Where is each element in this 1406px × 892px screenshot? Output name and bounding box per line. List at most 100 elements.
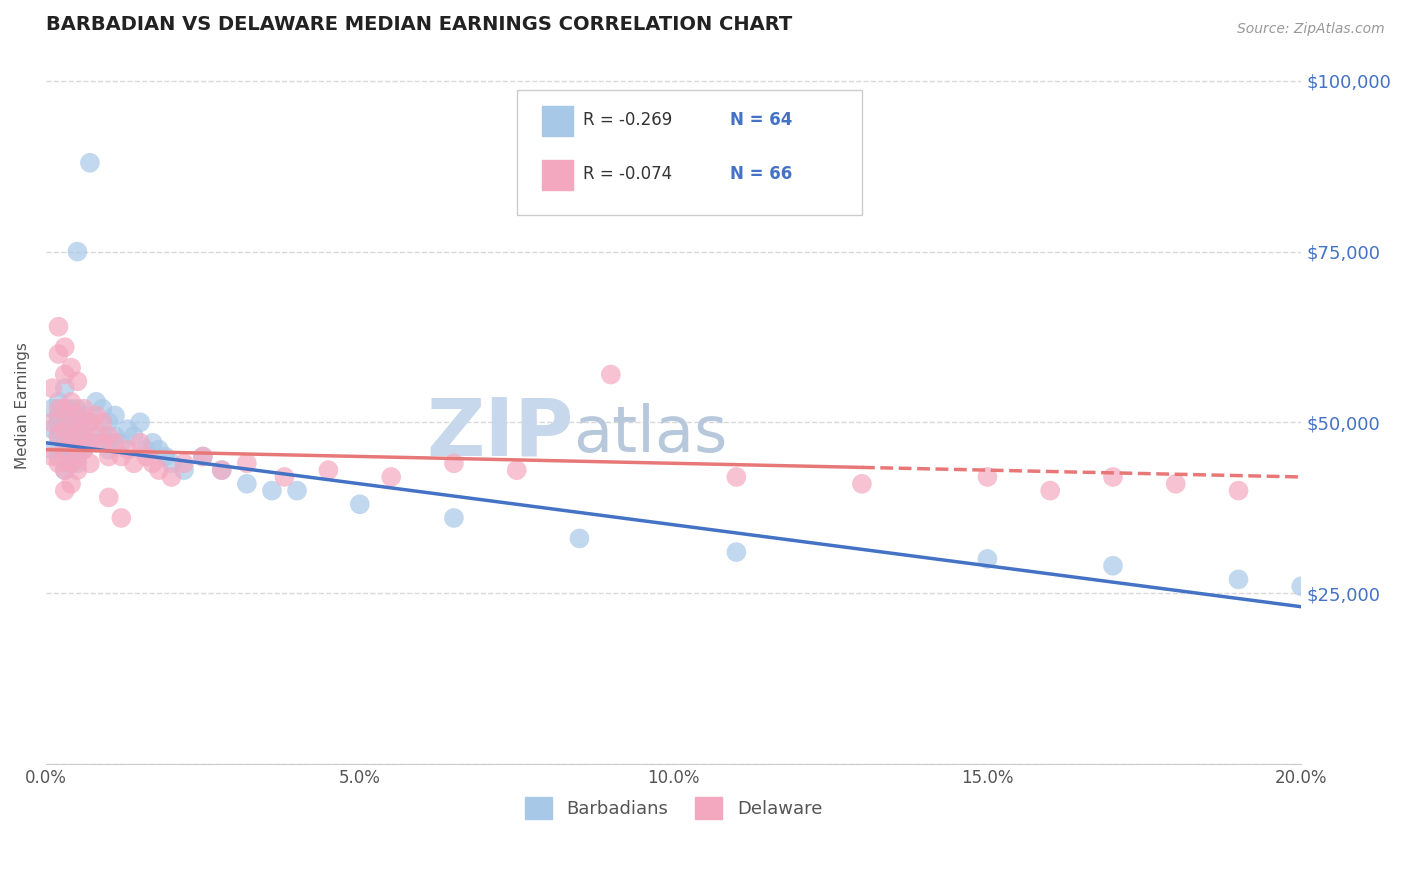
Point xyxy=(173,463,195,477)
Point xyxy=(60,435,83,450)
Point xyxy=(66,429,89,443)
Legend: Barbadians, Delaware: Barbadians, Delaware xyxy=(517,790,830,827)
Point xyxy=(66,456,89,470)
Point xyxy=(160,456,183,470)
Point xyxy=(506,463,529,477)
Point xyxy=(66,401,89,416)
Point xyxy=(53,422,76,436)
Bar xyxy=(541,106,574,136)
Point xyxy=(41,450,63,464)
Point xyxy=(72,429,94,443)
Point xyxy=(110,450,132,464)
Point xyxy=(60,442,83,457)
Point xyxy=(443,511,465,525)
Text: atlas: atlas xyxy=(574,403,727,465)
Point xyxy=(66,422,89,436)
Point xyxy=(599,368,621,382)
Point xyxy=(53,483,76,498)
Point xyxy=(53,442,76,457)
Text: N = 66: N = 66 xyxy=(730,165,793,184)
Point xyxy=(66,409,89,423)
Text: R = -0.074: R = -0.074 xyxy=(583,165,672,184)
Point xyxy=(48,415,70,429)
Point xyxy=(79,435,101,450)
Point xyxy=(60,394,83,409)
Point xyxy=(318,463,340,477)
Point xyxy=(79,435,101,450)
Point xyxy=(60,409,83,423)
Point xyxy=(72,422,94,436)
Point xyxy=(48,429,70,443)
Text: N = 64: N = 64 xyxy=(730,111,793,128)
Point xyxy=(91,435,114,450)
Point xyxy=(66,375,89,389)
Point xyxy=(110,511,132,525)
Point xyxy=(97,491,120,505)
Point xyxy=(48,429,70,443)
Point xyxy=(976,552,998,566)
Point xyxy=(160,470,183,484)
Point xyxy=(53,368,76,382)
Point xyxy=(173,456,195,470)
Point xyxy=(191,450,214,464)
Point xyxy=(79,415,101,429)
Point xyxy=(568,532,591,546)
Point xyxy=(72,442,94,457)
Point xyxy=(60,401,83,416)
Point xyxy=(41,415,63,429)
Point xyxy=(53,415,76,429)
Point xyxy=(79,155,101,169)
Point xyxy=(72,401,94,416)
Point xyxy=(285,483,308,498)
Point xyxy=(66,442,89,457)
FancyBboxPatch shape xyxy=(517,90,862,215)
Point xyxy=(851,476,873,491)
Point xyxy=(91,415,114,429)
Point xyxy=(122,429,145,443)
Text: ZIP: ZIP xyxy=(426,395,574,473)
Point xyxy=(41,401,63,416)
Point xyxy=(48,347,70,361)
Text: BARBADIAN VS DELAWARE MEDIAN EARNINGS CORRELATION CHART: BARBADIAN VS DELAWARE MEDIAN EARNINGS CO… xyxy=(46,15,792,34)
Point xyxy=(236,476,259,491)
Point xyxy=(97,429,120,443)
Point xyxy=(129,415,152,429)
Point xyxy=(1039,483,1062,498)
Point xyxy=(41,422,63,436)
Point xyxy=(60,415,83,429)
Point xyxy=(1164,476,1187,491)
Point xyxy=(66,415,89,429)
Point xyxy=(104,435,127,450)
Point xyxy=(53,340,76,354)
Point xyxy=(104,409,127,423)
Point xyxy=(41,442,63,457)
Point xyxy=(48,401,70,416)
Point xyxy=(66,463,89,477)
Point xyxy=(79,415,101,429)
Point xyxy=(97,415,120,429)
Point xyxy=(110,435,132,450)
Point xyxy=(725,470,748,484)
Point xyxy=(91,401,114,416)
Point xyxy=(60,435,83,450)
Point xyxy=(380,470,402,484)
Point xyxy=(260,483,283,498)
Text: Source: ZipAtlas.com: Source: ZipAtlas.com xyxy=(1237,22,1385,37)
Point xyxy=(148,463,170,477)
Point xyxy=(148,442,170,457)
Point xyxy=(725,545,748,559)
Point xyxy=(53,463,76,477)
Point xyxy=(97,450,120,464)
Point xyxy=(79,456,101,470)
Point xyxy=(48,319,70,334)
Point xyxy=(48,456,70,470)
Point xyxy=(1102,470,1125,484)
Point xyxy=(97,442,120,457)
Point xyxy=(104,429,127,443)
Point xyxy=(53,401,76,416)
Text: R = -0.269: R = -0.269 xyxy=(583,111,672,128)
Point xyxy=(1291,579,1313,593)
Point xyxy=(135,450,157,464)
Point xyxy=(236,456,259,470)
Point xyxy=(155,450,177,464)
